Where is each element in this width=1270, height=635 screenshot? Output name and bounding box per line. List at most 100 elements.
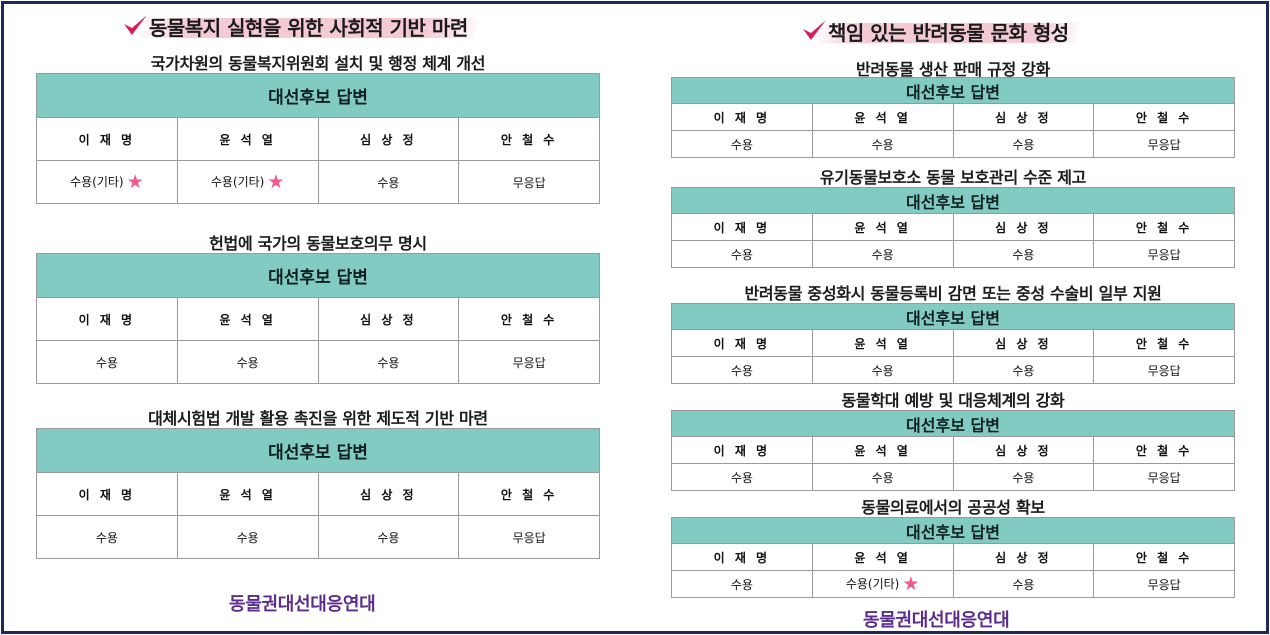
- candidate-name: 심 상 정: [952, 543, 1095, 571]
- candidate-name: 이 재 명: [671, 436, 813, 464]
- candidate-name: 안 철 수: [1093, 103, 1235, 131]
- check-icon: [803, 20, 826, 40]
- answer-table: 대선후보 답변 이 재 명 윤 석 열 심 상 정 안 철 수 수용 수용 수용…: [36, 253, 600, 384]
- candidate-name: 윤 석 열: [176, 472, 319, 516]
- answer-cell: 수용: [317, 340, 460, 384]
- answer-table: 대선후보 답변 이 재 명 윤 석 열 심 상 정 안 철 수 수용 수용 수용…: [36, 428, 600, 559]
- star-icon: ★: [267, 171, 285, 193]
- answer-cell: 수용: [952, 240, 1095, 268]
- candidate-name: 이 재 명: [36, 297, 178, 341]
- answer-cell: 수용(기타) ★: [811, 570, 954, 598]
- candidate-name: 이 재 명: [36, 117, 178, 161]
- answer-table-header: 대선후보 답변: [671, 303, 1235, 330]
- left-heading-text: 동물복지 실현을 위한 사회적 기반 마련: [149, 15, 468, 40]
- answer-cell: 무응답: [1093, 130, 1235, 158]
- answer-cell: 수용(기타) ★: [176, 160, 319, 204]
- answer-cell: 무응답: [1093, 463, 1235, 491]
- candidate-name: 이 재 명: [671, 213, 813, 241]
- answer-cell: 수용: [671, 570, 813, 598]
- answer-cell: 무응답: [1093, 240, 1235, 268]
- candidate-name: 심 상 정: [952, 213, 1095, 241]
- candidate-name: 윤 석 열: [176, 297, 319, 341]
- answer-table-header: 대선후보 답변: [36, 253, 600, 298]
- candidate-name: 안 철 수: [458, 117, 600, 161]
- section-title: 반려동물 생산 판매 규정 강화: [855, 60, 1051, 79]
- star-icon: ★: [126, 171, 144, 193]
- answer-cell: 무응답: [1093, 356, 1235, 384]
- candidate-name: 안 철 수: [458, 472, 600, 516]
- candidate-name: 이 재 명: [36, 472, 178, 516]
- answer-cell: 수용: [952, 570, 1095, 598]
- answer-table: 대선후보 답변 이 재 명 윤 석 열 심 상 정 안 철 수 수용 수용 수용…: [671, 187, 1235, 268]
- section-title: 국가차원의 동물복지위원회 설치 및 행정 체계 개선: [150, 54, 486, 73]
- answer-cell: 수용: [952, 356, 1095, 384]
- candidate-name: 윤 석 열: [811, 213, 954, 241]
- answer-cell: 수용: [671, 130, 813, 158]
- answer-cell: 수용: [36, 340, 178, 384]
- section-title: 동물의료에서의 공공성 확보: [861, 498, 1045, 517]
- candidate-name: 윤 석 열: [811, 543, 954, 571]
- candidate-name: 심 상 정: [317, 117, 460, 161]
- answer-table-header: 대선후보 답변: [671, 517, 1235, 544]
- org-name: 동물권대선대응연대: [863, 610, 1010, 631]
- candidate-name: 안 철 수: [1093, 329, 1235, 357]
- org-name: 동물권대선대응연대: [229, 594, 376, 615]
- candidate-name: 안 철 수: [458, 297, 600, 341]
- candidate-name: 심 상 정: [952, 329, 1095, 357]
- candidate-name: 심 상 정: [952, 436, 1095, 464]
- answer-table-header: 대선후보 답변: [671, 77, 1235, 104]
- answer-table-header: 대선후보 답변: [36, 428, 600, 473]
- answer-table-header: 대선후보 답변: [36, 73, 600, 118]
- answer-text: 수용(기타): [210, 175, 265, 189]
- answer-cell: 수용: [811, 240, 954, 268]
- candidate-name: 윤 석 열: [811, 329, 954, 357]
- answer-cell: 수용: [811, 130, 954, 158]
- answer-cell: 수용: [811, 463, 954, 491]
- answer-table: 대선후보 답변 이 재 명 윤 석 열 심 상 정 안 철 수 수용(기타) ★ …: [36, 73, 600, 204]
- answer-cell: 무응답: [458, 160, 600, 204]
- right-heading-text: 책임 있는 반려동물 문화 형성: [828, 20, 1069, 45]
- section-title: 유기동물보호소 동물 보호관리 수준 제고: [819, 168, 1087, 187]
- candidate-name: 안 철 수: [1093, 436, 1235, 464]
- answer-cell: 수용: [36, 515, 178, 559]
- answer-cell: 수용: [671, 356, 813, 384]
- answer-cell: 수용: [176, 340, 319, 384]
- answer-table-header: 대선후보 답변: [671, 187, 1235, 214]
- answer-cell: 수용: [952, 463, 1095, 491]
- candidate-name: 심 상 정: [317, 472, 460, 516]
- candidate-name: 이 재 명: [671, 103, 813, 131]
- section-title: 동물학대 예방 및 대응체계의 강화: [841, 391, 1065, 410]
- check-icon: [124, 15, 147, 35]
- answer-table: 대선후보 답변 이 재 명 윤 석 열 심 상 정 안 철 수 수용 수용(기타…: [671, 517, 1235, 598]
- section-title: 반려동물 중성화시 동물등록비 감면 또는 중성 수술비 일부 지원: [744, 284, 1162, 303]
- candidate-name: 윤 석 열: [811, 436, 954, 464]
- answer-table: 대선후보 답변 이 재 명 윤 석 열 심 상 정 안 철 수 수용 수용 수용…: [671, 77, 1235, 158]
- left-heading: 동물복지 실현을 위한 사회적 기반 마련: [122, 9, 478, 43]
- right-heading: 책임 있는 반려동물 문화 형성: [801, 14, 1079, 48]
- candidate-name: 이 재 명: [671, 329, 813, 357]
- answer-table: 대선후보 답변 이 재 명 윤 석 열 심 상 정 안 철 수 수용 수용 수용…: [671, 303, 1235, 384]
- answer-table: 대선후보 답변 이 재 명 윤 석 열 심 상 정 안 철 수 수용 수용 수용…: [671, 410, 1235, 491]
- answer-text: 수용(기타): [845, 577, 900, 591]
- candidate-name: 안 철 수: [1093, 213, 1235, 241]
- section-title: 헌법에 국가의 동물보호의무 명시: [209, 234, 427, 253]
- answer-cell: 무응답: [458, 515, 600, 559]
- answer-cell: 무응답: [458, 340, 600, 384]
- answer-cell: 수용: [317, 515, 460, 559]
- answer-table-header: 대선후보 답변: [671, 410, 1235, 437]
- answer-cell: 수용: [176, 515, 319, 559]
- candidate-name: 심 상 정: [317, 297, 460, 341]
- candidate-name: 안 철 수: [1093, 543, 1235, 571]
- star-icon: ★: [902, 573, 920, 595]
- answer-cell: 수용: [317, 160, 460, 204]
- answer-cell: 수용(기타) ★: [36, 160, 178, 204]
- candidate-name: 윤 석 열: [176, 117, 319, 161]
- section-title: 대체시험법 개발 활용 촉진을 위한 제도적 기반 마련: [148, 409, 488, 428]
- answer-cell: 수용: [811, 356, 954, 384]
- answer-cell: 수용: [952, 130, 1095, 158]
- candidate-name: 심 상 정: [952, 103, 1095, 131]
- answer-cell: 수용: [671, 463, 813, 491]
- answer-text: 수용(기타): [70, 175, 124, 189]
- candidate-name: 이 재 명: [671, 543, 813, 571]
- answer-cell: 수용: [671, 240, 813, 268]
